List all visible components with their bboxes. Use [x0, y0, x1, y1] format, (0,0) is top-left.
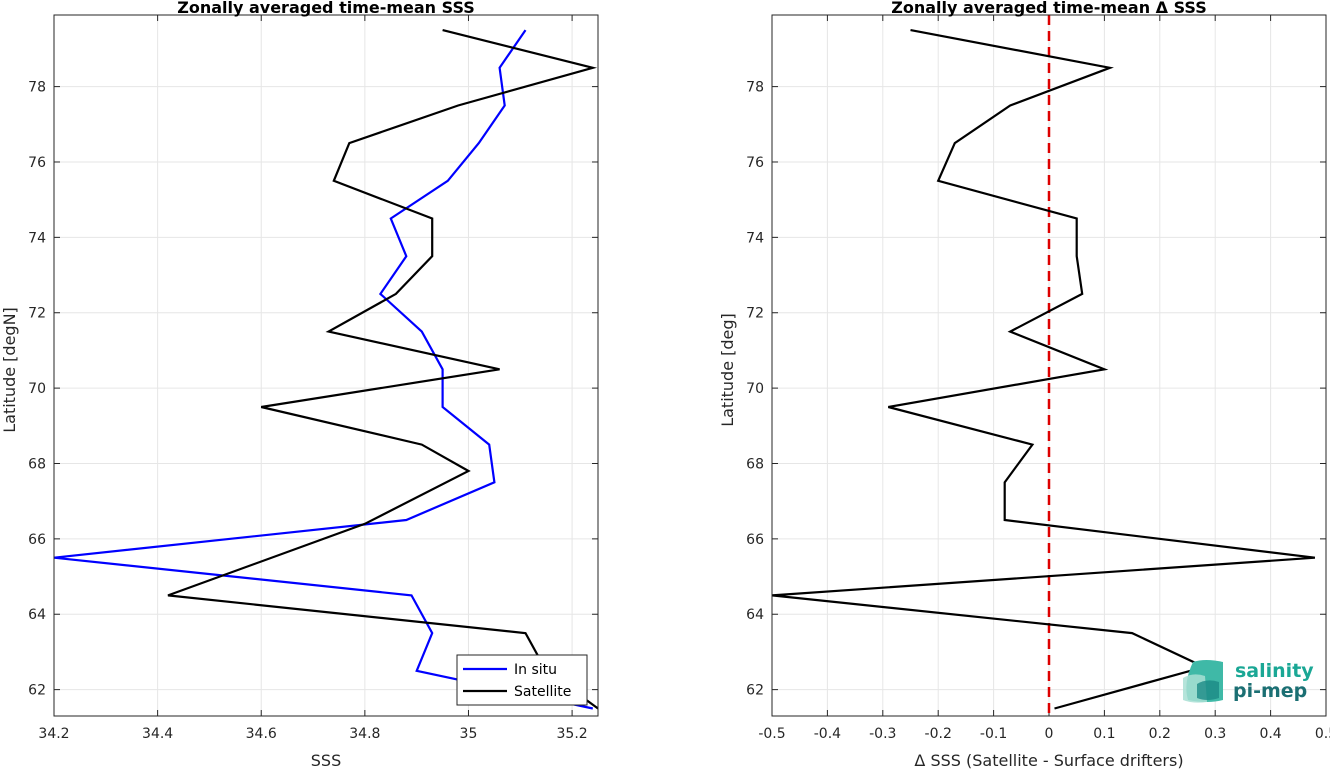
- p1-x-tick-label-5: 0: [1045, 726, 1054, 742]
- p0-x-tick-label-4: 35: [460, 726, 478, 742]
- p1-x-tick-label-1: -0.4: [814, 726, 841, 742]
- p1-series-line-0: [772, 29, 1316, 710]
- p0-y-tick-label-7: 76: [28, 155, 46, 171]
- logo-line1: salinity: [1235, 660, 1314, 682]
- p0-legend-label-0: In situ: [514, 662, 557, 678]
- panel-delta-sss: -0.5 -0.4 -0.3 -0.2 -0.1 0 0.1 0.2 0.3 0.4 0.5 62 64…: [718, 0, 1330, 769]
- p0-legend: In situ Satellite: [456, 654, 588, 706]
- p1-y-tick-label-3: 68: [746, 456, 764, 472]
- salinity-pimep-logo: salinity pi-mep: [1183, 660, 1314, 703]
- p0-data-layer: [54, 29, 598, 710]
- p1-x-tick-label-0: -0.5: [758, 726, 785, 742]
- p0-y-tick-label-4: 70: [28, 381, 46, 397]
- p0-y-tick-label-2: 66: [28, 532, 46, 548]
- p1-y-tick-label-1: 64: [746, 607, 764, 623]
- p1-x-tick-label-6: 0.1: [1093, 726, 1115, 742]
- p1-y-axis-label: Latitude [deg]: [718, 313, 737, 427]
- p1-y-tick-label-6: 74: [746, 230, 764, 246]
- p0-y-axis-label: Latitude [degN]: [0, 307, 19, 433]
- logo-line2: pi-mep: [1233, 680, 1307, 702]
- logo-wave-icon-3: [1197, 680, 1219, 700]
- p1-x-tick-label-7: 0.2: [1149, 726, 1171, 742]
- p0-legend-box: [456, 654, 588, 706]
- p0-x-tick-label-2: 34.6: [246, 726, 277, 742]
- p1-x-tick-label-9: 0.4: [1259, 726, 1281, 742]
- p0-x-axis-label: SSS: [311, 751, 341, 769]
- p1-axes-frame: [771, 14, 1327, 717]
- p1-x-tick-label-3: -0.2: [925, 726, 952, 742]
- p0-x-tick-label-3: 34.8: [349, 726, 380, 742]
- p1-y-tick-label-7: 76: [746, 155, 764, 171]
- p0-x-tick-label-0: 34.2: [38, 726, 69, 742]
- p0-x-tick-label-1: 34.4: [142, 726, 173, 742]
- p1-y-tick-label-8: 78: [746, 80, 764, 96]
- p0-series-line-in-situ: [54, 29, 594, 710]
- p1-y-tick-label-5: 72: [746, 306, 764, 322]
- p1-x-tick-label-10: 0.5: [1315, 726, 1330, 742]
- p1-data-layer: [772, 15, 1316, 716]
- p0-y-tick-label-1: 64: [28, 607, 46, 623]
- p0-x-tick-label-5: 35.2: [557, 726, 588, 742]
- p1-y-tick-label-0: 62: [746, 683, 764, 699]
- p0-y-tick-label-3: 68: [28, 456, 46, 472]
- p1-x-axis-label: Δ SSS (Satellite - Surface drifters): [914, 751, 1183, 769]
- p0-plot-area: [54, 15, 598, 716]
- p0-legend-label-1: Satellite: [514, 684, 571, 700]
- p0-series-line-satellite: [167, 29, 598, 710]
- p0-y-tick-label-0: 62: [28, 683, 46, 699]
- p0-y-tick-label-8: 78: [28, 80, 46, 96]
- p1-x-tick-label-2: -0.3: [869, 726, 896, 742]
- p1-x-tick-label-8: 0.3: [1204, 726, 1226, 742]
- panel-sss: 34.2 34.4 34.6 34.8 35 35.2 62 64 66 68 70 72 74 76 78…: [0, 0, 599, 769]
- p1-chart-title: Zonally averaged time-mean Δ SSS: [891, 0, 1207, 17]
- p0-y-tick-label-5: 72: [28, 306, 46, 322]
- p1-y-tick-label-4: 70: [746, 381, 764, 397]
- p1-y-tick-label-2: 66: [746, 532, 764, 548]
- p0-axes-frame: [53, 14, 599, 717]
- p0-y-tick-label-6: 74: [28, 230, 46, 246]
- p1-x-tick-label-4: -0.1: [980, 726, 1007, 742]
- p0-chart-title: Zonally averaged time-mean SSS: [177, 0, 475, 17]
